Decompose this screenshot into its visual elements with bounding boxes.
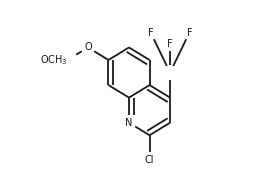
Text: O: O [84, 42, 92, 52]
Text: F: F [187, 28, 192, 38]
Text: N: N [125, 118, 133, 128]
Text: F: F [167, 39, 173, 49]
Text: Cl: Cl [145, 155, 154, 165]
Text: F: F [148, 28, 154, 38]
Text: OCH$_3$: OCH$_3$ [40, 53, 67, 67]
